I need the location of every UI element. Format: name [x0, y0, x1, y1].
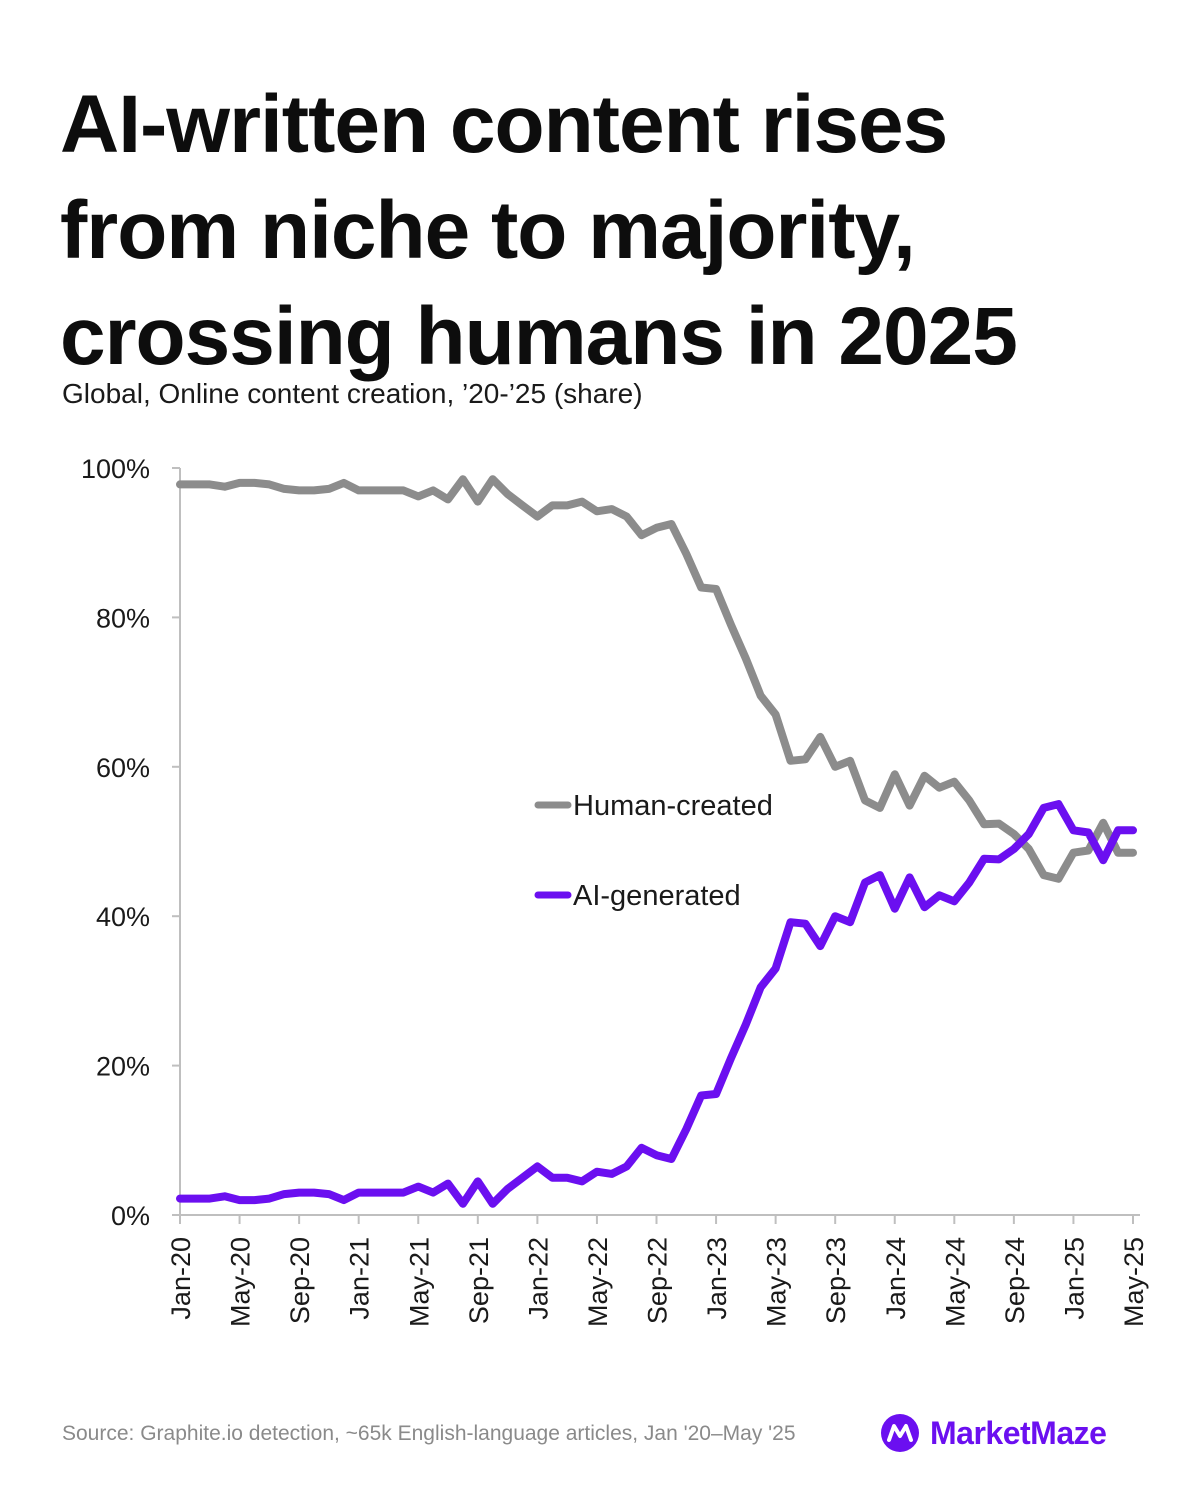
y-tick-label: 100% — [81, 454, 150, 484]
chart-subtitle: Global, Online content creation, ’20-’25… — [62, 378, 643, 409]
y-tick-label: 40% — [96, 902, 150, 932]
line-chart: 0% 20% 40% 60% 80% 100% Jan-20 May-20 Sep-20 Jan-… — [81, 454, 1149, 1327]
x-tick-label: May-25 — [1119, 1237, 1149, 1327]
chart-title: AI-written content rises from niche to m… — [60, 72, 1160, 390]
brand-logo[interactable]: MarketMaze — [880, 1413, 1107, 1453]
chart-title-line-3: crossing humans in 2025 — [60, 291, 1018, 382]
series-layer — [176, 475, 1137, 1208]
x-tick-label: May-24 — [940, 1237, 970, 1327]
x-tick-label: Sep-22 — [643, 1237, 673, 1324]
x-tick-label: Jan-23 — [702, 1237, 732, 1320]
y-tick-label: 60% — [96, 753, 150, 783]
x-tick-label: Sep-23 — [821, 1237, 851, 1324]
marketmaze-logo-icon — [881, 1414, 919, 1452]
x-tick-label: Jan-25 — [1059, 1237, 1089, 1320]
legend-ai-label: AI-generated — [573, 880, 741, 912]
x-tick-label: Jan-20 — [166, 1237, 196, 1320]
x-tick-label: Jan-24 — [881, 1237, 911, 1320]
x-tick-label: May-22 — [583, 1237, 613, 1327]
chart-legend: Human-created AI-generated — [534, 790, 773, 912]
y-tick-label: 0% — [111, 1201, 150, 1231]
source-note: Source: Graphite.io detection, ~65k Engl… — [62, 1422, 796, 1445]
chart-title-line-1: AI-written content rises — [60, 79, 948, 170]
y-tick-label: 20% — [96, 1052, 150, 1082]
x-tick-label: Sep-20 — [285, 1237, 315, 1324]
x-tick-label: May-20 — [226, 1237, 256, 1327]
x-tick-label: Jan-22 — [523, 1237, 553, 1320]
x-tick-label: May-23 — [762, 1237, 792, 1327]
y-tick-label: 80% — [96, 603, 150, 633]
chart-title-line-2: from niche to majority, — [60, 185, 916, 276]
chart-axes: 0% 20% 40% 60% 80% 100% Jan-20 May-20 Sep-20 Jan-… — [81, 454, 1149, 1327]
ai-generated-line — [176, 800, 1137, 1208]
x-tick-label: May-21 — [404, 1237, 434, 1327]
x-tick-label: Jan-21 — [345, 1237, 375, 1320]
legend-human-label: Human-created — [573, 790, 773, 822]
x-tick-label: Sep-24 — [1000, 1237, 1030, 1324]
human-created-line — [176, 475, 1137, 883]
brand-name: MarketMaze — [930, 1414, 1107, 1451]
x-tick-label: Sep-21 — [464, 1237, 494, 1324]
